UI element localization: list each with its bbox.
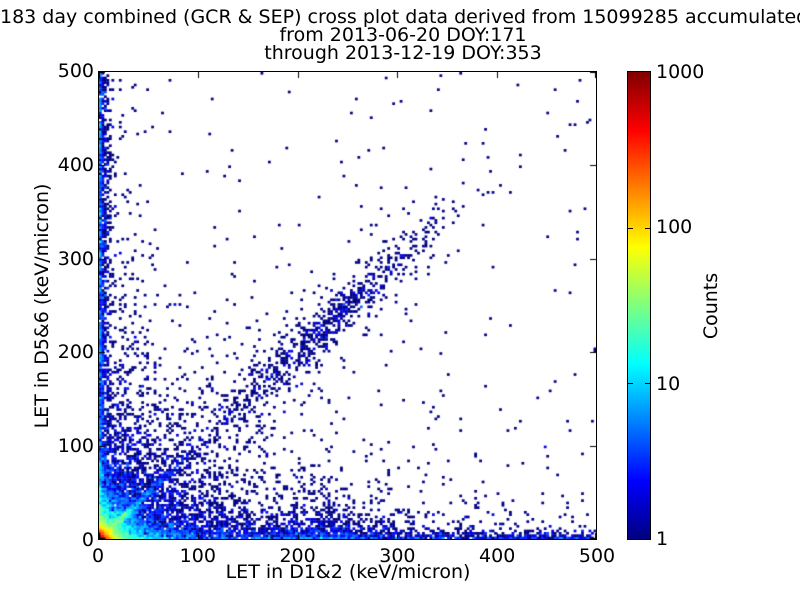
scatter-canvas: [99, 72, 596, 539]
figure-title: 183 day combined (GCR & SEP) cross plot …: [0, 6, 800, 64]
colorbar-tick-100-left: [628, 227, 633, 229]
colorbar-tick-100-right: [645, 227, 650, 229]
y-tick-label-100: 100: [57, 435, 94, 458]
y-tick-label-400: 400: [57, 153, 94, 176]
colorbar-tick-label-100: 100: [656, 216, 693, 239]
x-tick-label-3: 300: [379, 545, 416, 567]
colorbar-tick-label-10: 10: [656, 372, 681, 395]
x-tick-label-0: 0: [91, 545, 105, 567]
title-line-1: 183 day combined (GCR & SEP) cross plot …: [0, 6, 800, 28]
y-tick-label-200: 200: [57, 341, 94, 364]
y-tick-label-500: 500: [57, 60, 94, 82]
colorbar-gradient: [628, 72, 650, 539]
colorbar-tick-10-right: [645, 383, 650, 385]
x-tick-label-1: 100: [179, 545, 216, 567]
title-line-2: from 2013-06-20 DOY:171: [279, 24, 527, 46]
colorbar-tick-label-1: 1: [656, 528, 669, 550]
y-tick-label-0: 0: [81, 529, 94, 551]
title-line-3: through 2013-12-19 DOY:353: [264, 42, 542, 64]
x-tick-label-2: 200: [279, 545, 316, 567]
plot-area: [98, 71, 597, 540]
colorbar-label: Counts: [700, 272, 722, 340]
colorbar-tick-label-1000: 1000: [656, 61, 705, 83]
colorbar-tick-10-left: [628, 383, 633, 385]
colorbar: [627, 71, 651, 540]
y-tick-label-300: 300: [57, 247, 94, 270]
x-axis-label: LET in D1&2 (keV/micron): [225, 561, 471, 583]
y-axis-label: LET in D5&6 (keV/micron): [31, 183, 53, 429]
x-tick-label-4: 400: [479, 545, 516, 567]
x-tick-label-5: 500: [578, 545, 616, 567]
